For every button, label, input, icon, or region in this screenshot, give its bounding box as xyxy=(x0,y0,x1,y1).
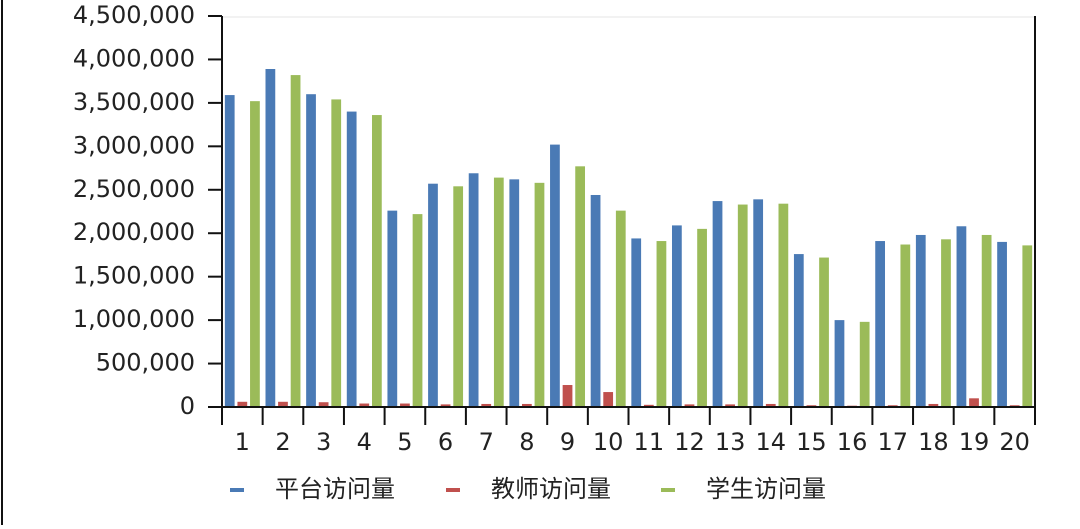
bar xyxy=(237,401,248,407)
bar xyxy=(753,199,764,407)
bar xyxy=(331,99,342,407)
bar xyxy=(400,403,410,407)
bar xyxy=(265,69,276,407)
x-tick-label: 11 xyxy=(634,428,665,456)
x-tick-label: 7 xyxy=(479,428,494,456)
bar xyxy=(671,225,682,407)
x-tick-label: 14 xyxy=(756,428,787,456)
bar xyxy=(1022,245,1033,407)
bar xyxy=(941,239,951,407)
bar xyxy=(859,321,870,407)
bar xyxy=(346,111,357,408)
bar xyxy=(534,182,545,407)
bar xyxy=(725,404,736,407)
x-tick-label: 17 xyxy=(877,428,908,456)
bar xyxy=(428,183,438,407)
bar xyxy=(550,144,560,407)
bar xyxy=(590,194,601,407)
bar xyxy=(224,95,235,408)
x-tick-label: 1 xyxy=(235,428,250,456)
legend-label: 学生访问量 xyxy=(706,475,826,503)
bar xyxy=(969,398,979,407)
x-tick-label: 20 xyxy=(999,428,1030,456)
x-tick-label: 8 xyxy=(519,428,534,456)
x-tick-label: 13 xyxy=(715,428,746,456)
x-tick-label: 3 xyxy=(316,428,331,456)
y-tick-label: 4,000,000 xyxy=(73,44,195,72)
bar xyxy=(387,210,398,407)
x-tick-label: 9 xyxy=(560,428,575,456)
bar xyxy=(562,385,573,407)
x-tick-label: 12 xyxy=(674,428,705,456)
y-tick-label: 1,500,000 xyxy=(73,262,195,290)
bar xyxy=(793,254,804,407)
x-tick-label: 15 xyxy=(796,428,827,456)
bar xyxy=(643,404,654,407)
bar xyxy=(453,186,464,407)
y-tick-label: 1,000,000 xyxy=(73,305,195,333)
bar xyxy=(481,403,492,407)
x-tick-label: 18 xyxy=(918,428,949,456)
x-tick-label: 4 xyxy=(357,428,372,456)
x-tick-label: 5 xyxy=(397,428,412,456)
bar xyxy=(981,234,992,407)
y-tick-label: 3,500,000 xyxy=(73,88,195,116)
bar xyxy=(997,241,1007,407)
bar xyxy=(521,403,532,407)
bar xyxy=(737,204,748,407)
bar xyxy=(318,402,329,407)
bar xyxy=(819,257,829,407)
bar xyxy=(371,115,382,407)
bar xyxy=(412,214,423,407)
bar xyxy=(603,392,614,407)
y-tick-label: 500,000 xyxy=(96,349,195,377)
x-tick-label: 10 xyxy=(593,428,624,456)
bar xyxy=(712,201,723,407)
bar xyxy=(250,101,260,407)
bar xyxy=(615,210,626,407)
bar xyxy=(875,241,886,407)
legend-label: 教师访问量 xyxy=(491,475,611,503)
y-tick-label: 3,000,000 xyxy=(73,131,195,159)
bar xyxy=(509,179,520,407)
bar xyxy=(359,403,370,407)
y-tick-label: 2,500,000 xyxy=(73,175,195,203)
bar xyxy=(290,75,301,407)
bar xyxy=(915,234,926,407)
bar xyxy=(697,228,707,407)
bar xyxy=(928,403,939,407)
bar xyxy=(306,94,316,407)
bar xyxy=(834,320,845,407)
bar xyxy=(493,177,504,407)
bar xyxy=(656,241,667,407)
y-tick-label: 2,000,000 xyxy=(73,218,195,246)
bar xyxy=(631,238,642,407)
bar xyxy=(765,403,776,407)
x-tick-label: 6 xyxy=(438,428,453,456)
x-tick-label: 19 xyxy=(959,428,990,456)
x-tick-label: 2 xyxy=(275,428,290,456)
bar xyxy=(684,404,695,407)
x-tick-label: 16 xyxy=(837,428,868,456)
bar xyxy=(956,226,967,407)
y-tick-label: 4,500,000 xyxy=(73,1,195,29)
bar xyxy=(278,401,288,407)
legend-label: 平台访问量 xyxy=(275,475,395,503)
bar xyxy=(900,244,911,407)
bar xyxy=(440,404,451,407)
bar xyxy=(778,203,789,407)
bar xyxy=(575,166,586,407)
y-tick-label: 0 xyxy=(180,392,195,420)
bar xyxy=(468,173,479,407)
